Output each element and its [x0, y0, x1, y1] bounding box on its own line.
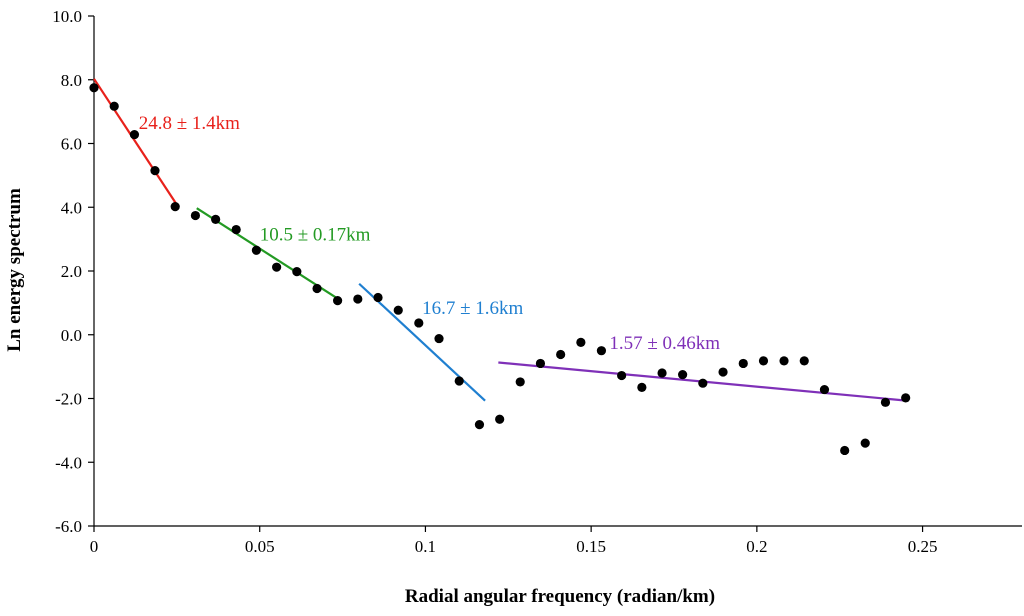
fit-annotations: 24.8 ± 1.4km 10.5 ± 0.17km 16.7 ± 1.6km 1.5…	[139, 113, 721, 354]
data-points	[89, 83, 911, 456]
data-point	[474, 420, 485, 430]
x-tick-label: 0.1	[415, 537, 436, 556]
y-tick-label: -6.0	[55, 517, 82, 536]
x-axis-title: Radial angular frequency (radian/km)	[405, 586, 715, 607]
x-tick-label: 0	[90, 537, 99, 556]
data-point	[617, 370, 627, 381]
data-point	[373, 292, 383, 303]
fit-annotation: 10.5 ± 0.17km	[260, 225, 371, 246]
data-point	[454, 376, 464, 386]
y-tick-label: 4.0	[61, 198, 82, 217]
data-point	[758, 356, 769, 366]
data-point	[312, 283, 322, 294]
x-tick-label: 0.15	[576, 537, 606, 556]
x-tick-label: 0.25	[908, 537, 938, 556]
y-tick-label: -4.0	[55, 453, 82, 472]
tick-labels: 10.0 8.0 6.0 4.0 2.0 0.0 -2.0 -4.0 -6.0 0 0.05 0.1 0…	[52, 7, 937, 556]
data-point	[333, 296, 343, 306]
data-point	[718, 367, 728, 377]
data-point	[819, 384, 830, 395]
y-tick-label: 2.0	[61, 262, 82, 281]
data-point	[292, 267, 302, 277]
y-tick-label: 10.0	[52, 7, 82, 26]
data-point	[657, 368, 667, 378]
data-point	[170, 202, 180, 212]
data-point	[150, 165, 160, 176]
y-tick-label: 0.0	[61, 326, 82, 345]
data-point	[840, 445, 850, 456]
data-point	[637, 382, 647, 392]
fit-line	[93, 78, 180, 208]
data-point	[535, 358, 546, 369]
y-tick-label: 6.0	[61, 135, 82, 154]
data-point	[515, 377, 525, 387]
data-point	[901, 393, 911, 403]
data-point	[190, 210, 201, 221]
fit-annotation: 16.7 ± 1.6km	[422, 298, 523, 319]
data-point	[860, 438, 870, 448]
data-point	[109, 101, 119, 111]
data-point	[353, 294, 363, 304]
x-tick-label: 0.05	[245, 537, 275, 556]
fit-annotation: 1.57 ± 0.46km	[609, 333, 720, 354]
data-point	[393, 305, 403, 315]
data-point	[129, 129, 140, 140]
fit-line	[358, 282, 486, 402]
data-point	[434, 333, 444, 344]
data-point	[251, 245, 261, 255]
data-point	[678, 369, 688, 380]
data-point	[89, 83, 99, 93]
data-point	[576, 337, 586, 347]
data-point	[272, 262, 282, 272]
x-tick-label: 0.2	[746, 537, 767, 556]
y-axis-title: Ln energy spectrum	[4, 188, 25, 352]
axes	[88, 15, 1022, 532]
data-point	[799, 356, 809, 366]
data-point	[596, 346, 607, 356]
y-tick-label: 8.0	[61, 71, 82, 90]
data-point	[495, 414, 505, 424]
data-point	[779, 356, 789, 366]
fit-annotation: 24.8 ± 1.4km	[139, 113, 240, 134]
data-point	[211, 214, 221, 224]
data-point	[880, 397, 891, 407]
data-point	[698, 378, 708, 388]
data-point	[556, 349, 566, 360]
y-tick-label: -2.0	[55, 390, 82, 409]
data-point	[231, 224, 241, 235]
data-point	[738, 358, 748, 369]
data-point	[414, 318, 424, 328]
